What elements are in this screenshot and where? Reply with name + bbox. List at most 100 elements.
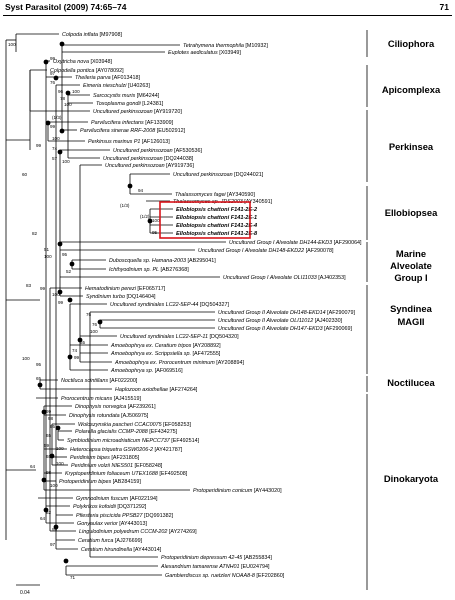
bootstrap-value: 95 xyxy=(50,424,56,429)
bootstrap-value: 65 xyxy=(46,454,52,459)
bootstrap-value: 100 xyxy=(64,102,72,107)
taxon-label: Thalassomyces fagei [AY340590] xyxy=(175,192,255,198)
taxon-label: Kryptoperidinium foliaceum UTEX1688 [EF4… xyxy=(65,471,188,477)
node-dot xyxy=(57,149,63,155)
taxon-label: Pfiesteria piscicida PPSB27 [DQ991382] xyxy=(76,513,174,519)
taxon-label: Symbiodinium microadriaticum NEPCC737 [E… xyxy=(67,438,200,444)
taxon-label: Uncultured Group I Alveolate DH144-EKD3 … xyxy=(229,240,362,246)
taxon-label: Uncultured perkinsozoan [AF530536] xyxy=(113,148,203,154)
taxon-label: Protoperidinium bipes [AB284159] xyxy=(59,479,141,485)
bootstrap-value: 76 xyxy=(86,312,92,317)
node-dot xyxy=(57,241,63,247)
bootstrap-value: 99 xyxy=(40,286,46,291)
bootstrap-value: 95 xyxy=(152,230,158,235)
page-number: 71 xyxy=(439,2,449,12)
bootstrap-value: 100 xyxy=(44,254,52,259)
taxon-label: Uncultured Group I Alveolate OLI11033 [A… xyxy=(223,275,346,281)
header-rule xyxy=(3,15,452,16)
taxon-label: Oxytricha nova [X03948] xyxy=(53,59,113,65)
clade-label: Group I xyxy=(394,272,427,283)
taxon-label: Dinophysis norvegica [AF239261] xyxy=(75,404,156,410)
taxon-label: Peridinium volzii NIES501 [EF058248] xyxy=(71,463,163,469)
taxon-label: Ellobiopsis chattoni F141-2E-4 xyxy=(176,223,258,229)
taxon-label: Euplotes aediculatus [X03949] xyxy=(168,50,241,56)
taxon-label: Uncultured perkinsozoan [DQ244021] xyxy=(173,172,264,178)
clade-label: Perkinsea xyxy=(389,141,434,152)
bootstrap-value: 100 xyxy=(72,89,80,94)
bootstrap-value: 99 xyxy=(36,143,42,148)
node-dot xyxy=(53,75,59,81)
taxon-label: Amoebophrya ex. Scrippsiella sp. [AF4725… xyxy=(110,351,221,357)
taxon-label: Gambierdiscus sp. ruetzleri NOAA8-8 [EF2… xyxy=(165,573,285,579)
taxon-label: Uncultured Group II Alveolate OLI11012 [… xyxy=(218,318,343,324)
bootstrap-value: (1/2) xyxy=(140,214,150,219)
taxon-label: Prorocentrum micans [AJ415519] xyxy=(61,396,142,402)
bootstrap-value: 97 xyxy=(50,71,56,76)
bootstrap-value: 100 xyxy=(56,461,64,466)
taxon-label: Uncultured syndiniales LC22-5EP-11 [DQ50… xyxy=(120,334,239,340)
node-dot xyxy=(97,319,103,325)
taxon-label: Colpoda inflata [M97908] xyxy=(62,32,122,38)
bootstrap-value: 82 xyxy=(46,510,52,515)
node-dot xyxy=(69,261,75,267)
bootstrap-value: 100 xyxy=(22,356,30,361)
bootstrap-value: 100 xyxy=(62,159,70,164)
node-dot xyxy=(37,382,43,388)
taxon-label: Ceratium hirundinella [AY443014] xyxy=(81,547,162,553)
taxon-label: Ellobiopsis chattoni F141-2E-2 xyxy=(176,207,258,213)
taxon-label: Lingulodinium polyedrum CCCM-202 [AY2742… xyxy=(79,529,197,535)
clade-label: MAGII xyxy=(397,316,424,327)
node-dot xyxy=(127,183,133,189)
node-dot xyxy=(77,337,83,343)
taxon-label: Parvilucifera sinerae RRF-2008 [EU502912… xyxy=(80,128,186,134)
clade-groups: Ciliophora Apicomplexa Perkinsea Ellobiopse… xyxy=(382,38,441,484)
taxon-label: Gonyaulax verior [AY443013] xyxy=(77,521,148,527)
clade-label: Ciliophora xyxy=(388,38,435,49)
node-dot xyxy=(147,218,153,224)
taxon-label: Syndinium turbo [DQ146404] xyxy=(86,294,156,300)
node-dot xyxy=(43,507,49,513)
node-dot xyxy=(67,297,73,303)
node-dot xyxy=(53,524,59,530)
taxon-label: Hematodinium perezi [EF065717] xyxy=(85,286,166,292)
taxon-label: Haplozoon axiothellae [AF274264] xyxy=(115,387,198,393)
bootstrap-value: 64 xyxy=(40,516,46,521)
node-dot xyxy=(49,453,55,459)
node-dot xyxy=(65,90,71,96)
bootstrap-value: 100 xyxy=(52,292,60,297)
taxon-label: Amoebophrya ex. Prorocentrum minimum [AY… xyxy=(114,360,245,366)
taxon-label: Heterocapsa triquetra GSW0206-2 [AY42178… xyxy=(70,447,183,453)
node-dot xyxy=(63,558,69,564)
bootstrap-value: 51 xyxy=(44,247,50,252)
bootstrap-value: 59 xyxy=(44,443,50,448)
taxon-label: Eimeria nieschulzi [U40263] xyxy=(83,83,150,89)
clade-label: Alveolate xyxy=(390,260,432,271)
taxon-label: Alexandrium tamarense ATNH01 [EU024794] xyxy=(160,564,270,570)
bootstrap-value: 100 xyxy=(90,329,98,334)
bootstrap-value: 98 xyxy=(46,470,52,475)
taxon-label: Uncultured Group II Alveolate DH147-EKD3… xyxy=(218,326,353,332)
scale-label: 0.04 xyxy=(20,590,30,596)
taxon-label: Ichthyodinium sp. PL [AB276368] xyxy=(109,267,189,273)
taxon-label: Uncultured perkinsozoan [AY919720] xyxy=(93,109,182,115)
taxon-label: Theileria parva [AF013418] xyxy=(75,75,141,81)
taxon-label: Colpodella pontica [AY078092] xyxy=(50,68,124,74)
taxon-label: Peridinium bipes [AF231805] xyxy=(70,455,140,461)
bootstrap-value: 76 xyxy=(50,80,56,85)
clade-label: Ellobiopsea xyxy=(385,207,438,218)
taxon-label: Tetrahymena thermophila [M10932] xyxy=(183,43,268,49)
bootstrap-value: 82 xyxy=(32,231,38,236)
bootstrap-value: 95 xyxy=(36,362,42,367)
node-dot xyxy=(59,128,65,134)
bootstrap-value: (1/3) xyxy=(52,115,62,120)
node-dot xyxy=(41,409,47,415)
bootstrap-value: 100 xyxy=(50,483,58,488)
bootstrap-value: 95 xyxy=(62,252,68,257)
bootstrap-value: 100 xyxy=(152,218,160,223)
taxon-label: Noctiluca scintillans [AF022200] xyxy=(61,378,138,384)
taxon-label: Uncultured syndiniales LC22-5EP-44 [DQ50… xyxy=(110,302,229,308)
taxon-label: Uncultured Group II Alveolate DH148-EKD1… xyxy=(218,310,356,316)
bootstrap-value: 65 xyxy=(46,433,52,438)
